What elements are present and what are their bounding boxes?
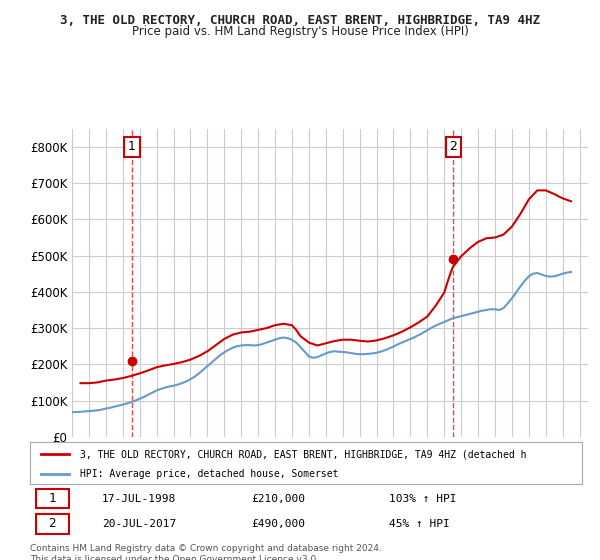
Text: £490,000: £490,000	[251, 519, 305, 529]
Text: 2: 2	[449, 141, 457, 153]
FancyBboxPatch shape	[35, 489, 68, 508]
Text: Price paid vs. HM Land Registry's House Price Index (HPI): Price paid vs. HM Land Registry's House …	[131, 25, 469, 38]
Text: Contains HM Land Registry data © Crown copyright and database right 2024.
This d: Contains HM Land Registry data © Crown c…	[30, 544, 382, 560]
Text: HPI: Average price, detached house, Somerset: HPI: Average price, detached house, Some…	[80, 469, 338, 479]
Text: 2: 2	[49, 517, 56, 530]
FancyBboxPatch shape	[35, 515, 68, 534]
Text: 45% ↑ HPI: 45% ↑ HPI	[389, 519, 449, 529]
Text: 1: 1	[49, 492, 56, 505]
Text: 20-JUL-2017: 20-JUL-2017	[102, 519, 176, 529]
Text: 103% ↑ HPI: 103% ↑ HPI	[389, 494, 457, 504]
Text: 3, THE OLD RECTORY, CHURCH ROAD, EAST BRENT, HIGHBRIDGE, TA9 4HZ (detached h: 3, THE OLD RECTORY, CHURCH ROAD, EAST BR…	[80, 449, 526, 459]
Text: 17-JUL-1998: 17-JUL-1998	[102, 494, 176, 504]
Text: 1: 1	[128, 141, 136, 153]
Text: 3, THE OLD RECTORY, CHURCH ROAD, EAST BRENT, HIGHBRIDGE, TA9 4HZ: 3, THE OLD RECTORY, CHURCH ROAD, EAST BR…	[60, 14, 540, 27]
Text: £210,000: £210,000	[251, 494, 305, 504]
